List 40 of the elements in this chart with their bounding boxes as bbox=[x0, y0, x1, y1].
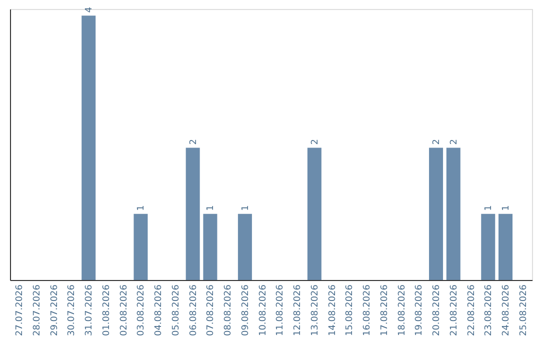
x-tick-label: 06.08.2026 bbox=[188, 284, 199, 336]
x-tick-label: 27.07.2026 bbox=[15, 284, 26, 336]
x-tick-label: 29.07.2026 bbox=[50, 284, 60, 336]
x-tick-label: 12.08.2026 bbox=[293, 284, 304, 336]
x-tick-label: 02.08.2026 bbox=[119, 284, 130, 336]
x-tick-label: 22.08.2026 bbox=[466, 284, 477, 336]
data-label: 2 bbox=[310, 139, 320, 145]
x-tick-label: 30.07.2026 bbox=[67, 284, 78, 336]
x-tick-label: 04.08.2026 bbox=[154, 284, 164, 336]
data-label: 1 bbox=[240, 205, 251, 211]
x-tick-label: 21.08.2026 bbox=[449, 284, 460, 336]
x-tick-label: 24.08.2026 bbox=[502, 284, 512, 336]
x-tick-label: 25.08.2026 bbox=[518, 284, 529, 336]
data-label: 1 bbox=[502, 205, 512, 211]
data-label: 2 bbox=[449, 139, 460, 145]
data-label: 2 bbox=[432, 139, 442, 145]
x-tick-label: 01.08.2026 bbox=[102, 284, 112, 336]
x-tick-label: 15.08.2026 bbox=[345, 284, 356, 336]
x-tick-label: 09.08.2026 bbox=[240, 284, 251, 336]
x-tick-label: 07.08.2026 bbox=[206, 284, 216, 336]
x-tick-label: 18.08.2026 bbox=[397, 284, 408, 336]
data-label: 4 bbox=[84, 6, 95, 13]
data-label: 1 bbox=[206, 205, 216, 211]
x-tick-label: 19.08.2026 bbox=[414, 284, 425, 336]
x-tick-label: 11.08.2026 bbox=[276, 284, 286, 336]
x-tick-label: 10.08.2026 bbox=[258, 284, 268, 336]
x-tick-label: 13.08.2026 bbox=[310, 284, 320, 336]
data-label: 2 bbox=[188, 139, 199, 145]
x-tick-label: 31.07.2026 bbox=[84, 284, 95, 336]
data-label: 1 bbox=[484, 205, 494, 211]
x-tick-label: 08.08.2026 bbox=[224, 284, 234, 336]
data-label: 1 bbox=[136, 205, 147, 211]
x-tick-label: 28.07.2026 bbox=[32, 284, 42, 336]
x-tick-label: 16.08.2026 bbox=[362, 284, 373, 336]
x-tick-label: 14.08.2026 bbox=[328, 284, 338, 336]
x-tick-label: 03.08.2026 bbox=[136, 284, 147, 336]
x-tick-label: 23.08.2026 bbox=[484, 284, 494, 336]
x-tick-label: 05.08.2026 bbox=[171, 284, 182, 336]
x-tick-label: 17.08.2026 bbox=[380, 284, 390, 336]
x-tick-label: 20.08.2026 bbox=[432, 284, 442, 336]
